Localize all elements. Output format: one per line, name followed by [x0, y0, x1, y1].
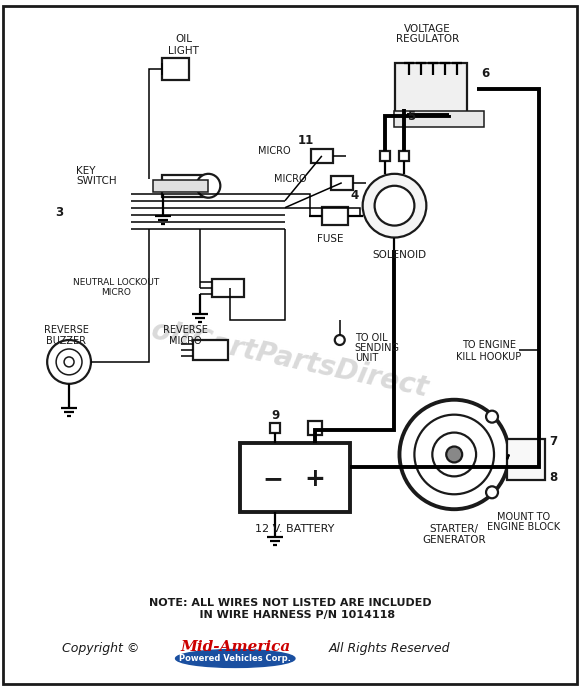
Text: OIL: OIL [175, 34, 192, 44]
Circle shape [414, 415, 494, 494]
Text: SOLENOID: SOLENOID [372, 250, 426, 260]
Text: STARTER/: STARTER/ [430, 524, 478, 534]
Circle shape [362, 174, 426, 237]
Text: Powered Vehicles Corp.: Powered Vehicles Corp. [179, 654, 291, 663]
Text: MICRO: MICRO [274, 174, 306, 184]
Circle shape [432, 433, 476, 476]
Text: LIGHT: LIGHT [168, 46, 199, 57]
Text: −: − [263, 467, 284, 491]
Circle shape [47, 340, 91, 384]
Text: NEUTRAL LOCKOUT: NEUTRAL LOCKOUT [72, 278, 159, 287]
Circle shape [375, 186, 414, 226]
Text: NOTE: ALL WIRES NOT LISTED ARE INCLUDED
    IN WIRE HARNESS P/N 1014118: NOTE: ALL WIRES NOT LISTED ARE INCLUDED … [148, 598, 432, 620]
Text: FUSE: FUSE [317, 233, 343, 244]
Circle shape [64, 357, 74, 367]
Bar [396, 63, 467, 115]
Circle shape [400, 400, 509, 509]
Text: 6: 6 [481, 67, 489, 80]
Text: VOLTAGE: VOLTAGE [404, 23, 451, 34]
Text: REGULATOR: REGULATOR [396, 34, 459, 44]
Text: 12 V. BATTERY: 12 V. BATTERY [255, 524, 335, 534]
Text: 9: 9 [271, 409, 279, 422]
Bar [162, 59, 190, 80]
Bar [162, 175, 207, 197]
Text: REVERSE: REVERSE [44, 325, 89, 335]
Text: UNIT: UNIT [355, 353, 378, 363]
Bar [270, 423, 280, 433]
Bar [311, 149, 333, 163]
Text: 8: 8 [550, 471, 558, 484]
Circle shape [335, 335, 345, 345]
Text: KEY: KEY [76, 166, 96, 176]
Circle shape [486, 486, 498, 498]
Text: 3: 3 [55, 206, 63, 219]
Bar [153, 180, 208, 192]
Text: Mid-America: Mid-America [180, 640, 291, 653]
Bar [240, 442, 350, 512]
Bar [331, 176, 353, 190]
Bar [322, 207, 348, 224]
Circle shape [486, 411, 498, 423]
Text: SWITCH: SWITCH [76, 176, 117, 186]
Bar [379, 151, 390, 161]
Text: ENGINE BLOCK: ENGINE BLOCK [487, 522, 560, 532]
Bar [193, 340, 228, 360]
Bar [394, 111, 484, 127]
Text: 7: 7 [550, 435, 558, 448]
Text: MICRO: MICRO [101, 288, 130, 297]
Circle shape [197, 174, 220, 198]
Bar [212, 279, 244, 297]
Bar [507, 439, 545, 480]
Text: KILL HOOKUP: KILL HOOKUP [456, 352, 521, 362]
Text: olfCartPartsDirect: olfCartPartsDirect [149, 317, 431, 403]
Text: MICRO: MICRO [258, 146, 291, 156]
Text: Copyright ©: Copyright © [62, 642, 140, 655]
Text: 11: 11 [298, 135, 314, 148]
Text: MOUNT TO: MOUNT TO [497, 512, 550, 522]
Text: MICRO: MICRO [169, 336, 202, 346]
Text: 4: 4 [350, 189, 359, 202]
Text: BUZZER: BUZZER [46, 336, 86, 346]
Bar [308, 421, 322, 435]
Circle shape [446, 446, 462, 462]
Text: REVERSE: REVERSE [163, 325, 208, 335]
Text: +: + [304, 467, 325, 491]
Ellipse shape [176, 649, 295, 667]
Text: TO OIL: TO OIL [355, 333, 387, 343]
Circle shape [56, 349, 82, 375]
Text: TO ENGINE: TO ENGINE [462, 340, 516, 350]
Text: GENERATOR: GENERATOR [422, 535, 486, 545]
Text: All Rights Reserved: All Rights Reserved [329, 642, 450, 655]
Text: SENDING: SENDING [355, 343, 400, 353]
Bar [400, 151, 409, 161]
Text: 5: 5 [407, 110, 415, 123]
